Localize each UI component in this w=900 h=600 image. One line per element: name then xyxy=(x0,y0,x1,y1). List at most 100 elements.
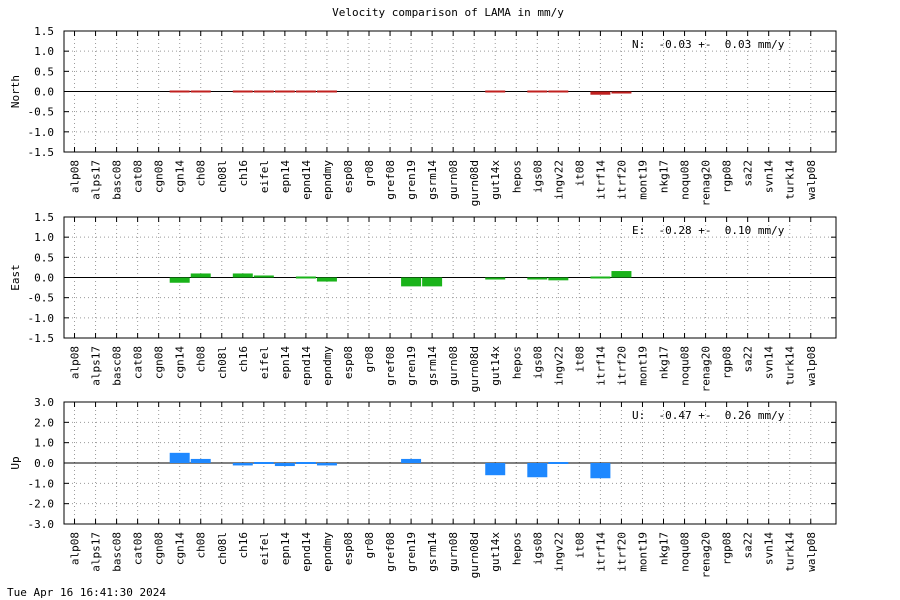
chart-2-bar-epnd14 xyxy=(295,462,316,464)
chart-2-xtick-label: igs08 xyxy=(531,532,544,565)
chart-1-xtick-label: ingv22 xyxy=(552,346,565,386)
chart-2-xtick-label: ch08 xyxy=(195,532,208,559)
chart-1-xtick-label: noqu08 xyxy=(679,346,692,386)
chart-2-ytick-label: -2.0 xyxy=(28,498,55,511)
chart-1-ytick-label: 0.5 xyxy=(34,251,54,264)
chart-2-xtick-label: epndmy xyxy=(321,532,334,572)
chart-2-bar-eifel xyxy=(253,462,274,464)
chart-1-bar-itrf14 xyxy=(590,276,611,279)
chart-1-bar-gut14x xyxy=(485,277,506,280)
chart-2-xtick-label: ingv22 xyxy=(552,532,565,572)
chart-2-xtick-label: it08 xyxy=(573,532,586,559)
chart-1-xtick-label: gsrm14 xyxy=(426,346,439,386)
chart-1-ytick-label: -1.5 xyxy=(28,332,55,345)
chart-1-bar-itrf20 xyxy=(611,271,632,278)
chart-0-xtick-label: alp08 xyxy=(69,160,82,193)
chart-0-plot-frame xyxy=(63,30,837,153)
chart-1-xtick-label: cgn08 xyxy=(153,346,166,379)
chart-1-bar-epndmy xyxy=(316,277,337,282)
chart-0-bar-eifel xyxy=(253,90,274,93)
chart-1-bar-ingv22 xyxy=(548,277,569,281)
chart-2-ytick-label: -3.0 xyxy=(28,518,55,531)
chart-1-ylabel: East xyxy=(9,264,22,291)
chart-2-bar-gut14x xyxy=(485,463,506,476)
chart-0-ytick-label: 1.5 xyxy=(34,25,54,38)
chart-1-xtick-label: epn14 xyxy=(279,346,292,379)
chart-1-xtick-label: rgp08 xyxy=(721,346,734,379)
chart-2-xtick-label: esp08 xyxy=(342,532,355,565)
chart-2-annotation: U: -0.47 +- 0.26 mm/y xyxy=(632,409,785,422)
chart-2-xtick-label: eifel xyxy=(258,532,271,565)
chart-2-xtick-label: alps17 xyxy=(90,532,103,572)
chart-2-ytick-label: -1.0 xyxy=(28,477,55,490)
chart-0-xtick-label: ingv22 xyxy=(552,160,565,200)
chart-0-xtick-label: it08 xyxy=(573,160,586,187)
chart-1-bar-ch08 xyxy=(190,273,211,278)
chart-0-xtick-label: mont19 xyxy=(636,160,649,200)
chart-2-xtick-label: turk14 xyxy=(784,532,797,572)
chart-0-xtick-label: ch16 xyxy=(237,160,250,187)
chart-0-bar-itrf14 xyxy=(590,91,611,95)
chart-1-xtick-label: alps17 xyxy=(90,346,103,386)
chart-2-xtick-label: ch16 xyxy=(237,532,250,559)
chart-2-ytick-label: 2.0 xyxy=(34,416,54,429)
chart-2-ytick-label: 3.0 xyxy=(34,396,54,409)
chart-1-xtick-label: eifel xyxy=(258,346,271,379)
chart-2-xtick-label: gurn08 xyxy=(447,532,460,572)
chart-2-xtick-label: alp08 xyxy=(69,532,82,565)
chart-2-bar-ingv22 xyxy=(548,462,569,464)
chart-title: Velocity comparison of LAMA in mm/y xyxy=(332,6,564,19)
chart-0-bar-ingv22 xyxy=(548,90,569,93)
chart-0-xtick-label: itrf14 xyxy=(594,160,607,200)
chart-1-bar-igs08 xyxy=(527,277,548,280)
chart-2-bar-ch08 xyxy=(190,458,211,463)
chart-0-annotation: N: -0.03 +- 0.03 mm/y xyxy=(632,38,785,51)
chart-2-ylabel: Up xyxy=(9,456,22,469)
chart-0-bar-igs08 xyxy=(527,90,548,93)
chart-0-ytick-label: -1.5 xyxy=(28,146,55,159)
chart-1-xtick-label: mont19 xyxy=(636,346,649,386)
chart-2-bar-epn14 xyxy=(274,463,295,467)
chart-1-bar-ch16 xyxy=(232,273,253,278)
chart-1-xtick-label: epndmy xyxy=(321,346,334,386)
chart-2-xtick-label: itrf20 xyxy=(615,532,628,572)
chart-1-plot-frame xyxy=(63,216,837,339)
chart-1-bar-cgn14 xyxy=(169,277,190,283)
chart-0-xtick-label: gut14x xyxy=(489,160,502,200)
chart-1-xtick-label: esp08 xyxy=(342,346,355,379)
chart-0-xtick-label: turk14 xyxy=(784,160,797,200)
chart-2-xtick-label: sa22 xyxy=(742,532,755,559)
chart-1-xtick-label: gr08 xyxy=(363,346,376,373)
chart-0-xtick-label: cgn08 xyxy=(153,160,166,193)
chart-1-bar-epnd14 xyxy=(295,276,316,279)
chart-1-xtick-label: itrf20 xyxy=(615,346,628,386)
chart-1-xtick-label: nkg17 xyxy=(658,346,671,379)
chart-2-bar-itrf14 xyxy=(590,463,611,479)
chart-0-xtick-label: epnd14 xyxy=(300,160,313,200)
chart-2-xtick-label: gut14x xyxy=(489,532,502,572)
chart-0-bar-epnd14 xyxy=(295,90,316,93)
chart-0-bar-itrf20 xyxy=(611,91,632,94)
chart-1-ytick-label: 1.0 xyxy=(34,231,54,244)
chart-0-xtick-label: epn14 xyxy=(279,160,292,193)
chart-0-bar-epn14 xyxy=(274,90,295,93)
chart-1-xtick-label: renag20 xyxy=(700,346,713,392)
chart-0-xtick-label: rgp08 xyxy=(721,160,734,193)
chart-1-xtick-label: cgn14 xyxy=(174,346,187,379)
chart-0-xtick-label: itrf20 xyxy=(615,160,628,200)
chart-0-xtick-label: sa22 xyxy=(742,160,755,187)
chart-0-bar-ch16 xyxy=(232,90,253,93)
chart-0-bar-gut14x xyxy=(485,90,506,93)
chart-1-ytick-label: 1.5 xyxy=(34,211,54,224)
chart-1-xtick-label: sa22 xyxy=(742,346,755,373)
chart-0-xtick-label: gren19 xyxy=(405,160,418,200)
chart-0-xtick-label: gref08 xyxy=(384,160,397,200)
chart-2-xtick-label: gref08 xyxy=(384,532,397,572)
chart-1-annotation: E: -0.28 +- 0.10 mm/y xyxy=(632,224,785,237)
chart-1-xtick-label: gref08 xyxy=(384,346,397,386)
chart-1-xtick-label: turk14 xyxy=(784,346,797,386)
chart-0-ytick-label: 0.5 xyxy=(34,65,54,78)
chart-2-plot-frame xyxy=(63,401,837,525)
chart-2-xtick-label: rgp08 xyxy=(721,532,734,565)
